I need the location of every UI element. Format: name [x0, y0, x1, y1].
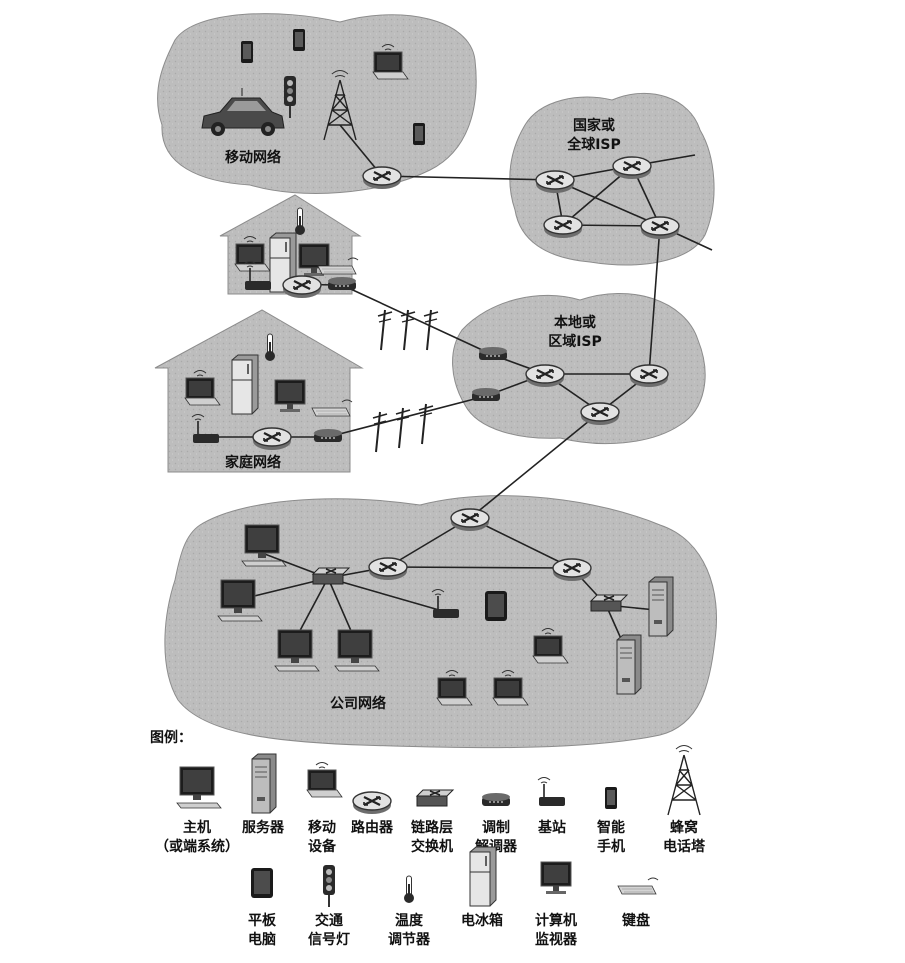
- local-isp-label: 本地或: [554, 314, 596, 331]
- legend-label: 平板: [248, 912, 277, 929]
- cell-tower-icon: [667, 744, 701, 816]
- router-icon: [281, 274, 323, 300]
- utility-pole-icon: [400, 309, 416, 351]
- legend-label: 链路层: [411, 819, 453, 836]
- router-icon: [542, 214, 584, 240]
- modem-icon: [328, 277, 356, 290]
- national-isp-label: 国家或: [573, 117, 615, 134]
- router-icon: [449, 507, 491, 533]
- legend-label: 蜂窝: [670, 819, 698, 836]
- legend-label: 交通: [315, 912, 343, 929]
- mobile-network-label: 移动网络: [225, 149, 281, 166]
- fridge-icon: [231, 354, 259, 415]
- legend-title: 图例：: [150, 729, 192, 746]
- tablet-icon: [485, 591, 507, 621]
- legend-label: 手机: [597, 838, 625, 855]
- legend-label: 电话塔: [663, 838, 706, 855]
- local-isp-cloud: [452, 293, 706, 445]
- legend-label: 电冰箱: [461, 912, 503, 929]
- legend-label: 服务器: [242, 819, 285, 836]
- legend-label: 主机: [183, 819, 211, 836]
- smartphone-icon: [293, 29, 305, 51]
- monitor-icon: [540, 861, 572, 895]
- utility-pole-icon: [423, 309, 439, 351]
- mobile-device-icon: [306, 762, 343, 798]
- router-icon: [611, 155, 653, 181]
- router-icon: [628, 363, 670, 389]
- router-icon: [251, 426, 293, 452]
- legend-label: 调节器: [388, 931, 431, 948]
- legend-label: 监视器: [535, 931, 578, 948]
- legend-label: 温度: [395, 912, 424, 929]
- enterprise-network-label: 公司网络: [330, 695, 386, 712]
- keyboard-icon: [617, 877, 659, 895]
- tablet-icon: [251, 868, 273, 898]
- router-icon: [551, 557, 593, 583]
- legend-label: 路由器: [351, 819, 394, 836]
- router-icon: [367, 556, 409, 582]
- router-icon: [639, 215, 681, 241]
- legend-label: 计算机: [535, 912, 577, 929]
- utility-pole-icon: [395, 407, 411, 449]
- thermostat-icon: [403, 875, 415, 904]
- modem-icon: [479, 347, 507, 360]
- router-icon: [351, 790, 393, 816]
- router-icon: [579, 401, 621, 427]
- legend-label: 键盘: [621, 912, 650, 929]
- server-icon: [616, 634, 642, 695]
- link-switch-icon: [416, 789, 454, 807]
- fridge-icon: [469, 846, 497, 907]
- local-isp-label: 区域ISP: [548, 333, 602, 350]
- smartphone-icon: [605, 787, 617, 809]
- smartphone-icon: [241, 41, 253, 63]
- home-network-label: 家庭网络: [225, 454, 281, 471]
- mobile-network-cloud: [157, 13, 477, 194]
- legend-label: （或端系统）: [155, 838, 239, 855]
- base-station-icon: [537, 776, 566, 807]
- modem-icon: [472, 388, 500, 401]
- legend-label: 移动: [308, 819, 336, 836]
- legend-label: 调制: [482, 819, 510, 836]
- utility-pole-icon: [372, 411, 388, 453]
- legend-label: 交换机: [411, 838, 453, 855]
- router-icon: [524, 363, 566, 389]
- traffic-light-icon: [322, 864, 336, 908]
- legend-label: 智能: [596, 819, 625, 836]
- utility-pole-icon: [377, 309, 393, 351]
- server-icon: [648, 576, 674, 637]
- legend-label: 电脑: [248, 931, 276, 948]
- router-icon: [534, 169, 576, 195]
- smartphone-icon: [413, 123, 425, 145]
- host-icon: [176, 766, 222, 809]
- legend: 主机（或端系统）服务器移动设备路由器链路层交换机调制解调器基站智能手机蜂窝电话塔…: [155, 744, 706, 948]
- modem-icon: [482, 793, 510, 806]
- legend-label: 设备: [308, 838, 337, 855]
- legend-label: 信号灯: [308, 931, 350, 948]
- router-icon: [361, 165, 403, 191]
- server-icon: [251, 753, 277, 814]
- legend-label: 基站: [538, 819, 566, 836]
- enterprise-network-cloud: [164, 495, 718, 749]
- modem-icon: [314, 429, 342, 442]
- national-isp-label: 全球ISP: [566, 136, 621, 153]
